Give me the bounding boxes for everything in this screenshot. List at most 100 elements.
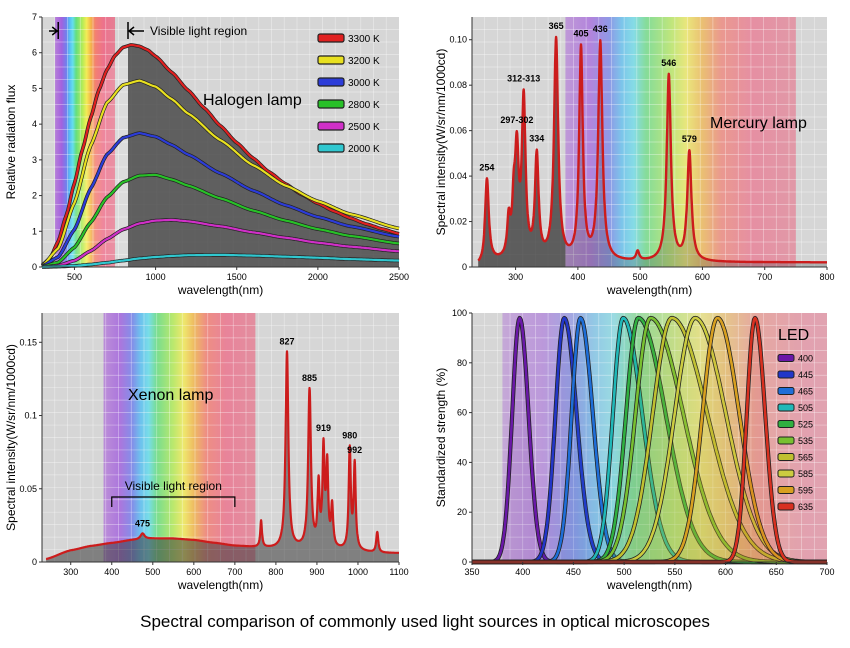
series-line-2500K	[41, 218, 400, 269]
x-axis-label: wavelength(nm)	[606, 283, 692, 297]
panel-mercury: 300 400 500 600 700 800 0 0.02 0.04 0.06 0.08 0.10 w…	[434, 17, 835, 297]
legend-entry: 2800 K	[348, 100, 380, 111]
x-tick-label: 400	[104, 567, 119, 577]
legend-entry: 465	[798, 387, 813, 397]
x-axis-label: wavelength(nm)	[606, 578, 692, 592]
visible-region-bracket	[111, 496, 236, 507]
y-tick-label: 3	[32, 155, 37, 165]
x-axis-label: wavelength(nm)	[177, 283, 263, 297]
y-tick-label: 60	[457, 408, 467, 418]
legend-entry: 3000 K	[348, 78, 380, 89]
panel-label: Halogen lamp	[203, 92, 302, 109]
panel-led: 350 400 450 500 550 600 650 700 0 20 40 60 80 100 wave…	[434, 308, 835, 592]
y-tick-label: 0.08	[449, 80, 467, 90]
peak-label: 827	[279, 336, 294, 346]
panel-xenon: 300 400 500 600 700 800 900 1000 1100 0 0.05 0.1 0.1…	[4, 313, 409, 592]
x-tick-label: 600	[695, 272, 710, 282]
series-fill	[472, 318, 827, 562]
x-tick-label: 650	[769, 567, 784, 577]
legend-entry: 2500 K	[348, 122, 380, 133]
x-tick-label: 800	[268, 567, 283, 577]
legend-entry: 445	[798, 370, 813, 380]
y-tick-label: 7	[32, 12, 37, 22]
peak-label: 885	[302, 373, 317, 383]
x-tick-label: 800	[819, 272, 834, 282]
legend-swatch	[777, 469, 795, 478]
x-tick-label: 1000	[146, 272, 166, 282]
legend-swatch	[777, 387, 795, 395]
legend-swatch	[777, 502, 795, 511]
legend-entry: 525	[798, 420, 813, 430]
legend-swatch	[317, 33, 345, 43]
legend-swatch	[777, 403, 795, 412]
y-tick-label: 20	[457, 507, 467, 517]
series-line-3300K	[41, 43, 400, 267]
y-tick-label: 0.1	[24, 411, 37, 421]
legend-entry: 400	[798, 354, 813, 364]
x-tick-label: 700	[819, 567, 834, 577]
x-tick-label: 300	[508, 272, 523, 282]
legend-entry: 585	[798, 469, 813, 479]
x-tick-label: 1500	[227, 272, 247, 282]
peak-label: 980	[342, 430, 357, 440]
series-fill	[472, 318, 827, 562]
y-tick-label: 0.05	[19, 484, 37, 494]
y-axis-label: Relative radiation flux	[4, 85, 18, 200]
x-tick-label: 600	[186, 567, 201, 577]
x-tick-label: 2000	[308, 272, 328, 282]
x-tick-label: 700	[757, 272, 772, 282]
series-fill	[472, 318, 827, 562]
panel-label: Xenon lamp	[128, 387, 213, 404]
series-fill	[472, 318, 827, 562]
peak-label: 254	[479, 162, 494, 172]
y-tick-label: 0.02	[449, 217, 467, 227]
peak-label: 312-313	[507, 73, 540, 83]
peak-label: 919	[316, 423, 331, 433]
y-tick-label: 100	[452, 308, 467, 318]
visible-region-arrow	[49, 26, 59, 36]
panel-halogen: 500 1000 1500 2000 2500 0 1 2 3 4 5 6 7 wavelength(nm…	[4, 12, 409, 297]
series-fill	[472, 318, 827, 562]
legend-swatch	[317, 99, 345, 109]
x-tick-label: 400	[515, 567, 530, 577]
figure-caption: Spectral comparison of commonly used lig…	[140, 612, 710, 631]
y-tick-label: 0	[462, 557, 467, 567]
annotation-visible-region: Visible light region	[150, 24, 247, 38]
y-tick-label: 6	[32, 48, 37, 58]
peak-label: 405	[573, 28, 588, 38]
legend-swatch	[777, 370, 795, 379]
legend-swatch	[317, 143, 345, 153]
peak-label: 579	[682, 134, 697, 144]
y-axis-label: Standardized strength (%)	[434, 368, 448, 507]
y-axis-label: Spectral intensity(W/sr/nm/1000cd)	[4, 344, 18, 531]
peak-label: 334	[529, 134, 544, 144]
x-tick-label: 500	[633, 272, 648, 282]
peak-label: 992	[347, 445, 362, 455]
x-axis-label: wavelength(nm)	[177, 578, 263, 592]
spectrum-line	[477, 35, 828, 264]
legend-swatch	[777, 453, 795, 461]
x-tick-label: 600	[718, 567, 733, 577]
legend-swatch	[317, 121, 345, 131]
peak-label: 475	[135, 518, 150, 528]
series-line-2800K	[41, 173, 400, 268]
legend-entry: 635	[798, 502, 813, 512]
legend-swatch	[777, 420, 795, 428]
annotation-visible-region: Visible light region	[125, 479, 222, 493]
y-tick-label: 5	[32, 83, 37, 93]
series-line-3200K	[41, 79, 400, 267]
legend-entry: 595	[798, 486, 813, 496]
x-tick-label: 550	[667, 567, 682, 577]
legend-entry: 535	[798, 436, 813, 446]
y-tick-label: 40	[457, 457, 467, 467]
x-tick-label: 2500	[389, 272, 409, 282]
x-tick-label: 500	[145, 567, 160, 577]
x-tick-label: 900	[309, 567, 324, 577]
x-tick-label: 1100	[389, 567, 408, 577]
y-tick-label: 4	[32, 119, 37, 129]
y-tick-label: 2	[32, 191, 37, 201]
legend-entry: 3300 K	[348, 34, 380, 45]
spectrum-line	[45, 350, 400, 561]
y-tick-label: 0.06	[449, 126, 467, 136]
